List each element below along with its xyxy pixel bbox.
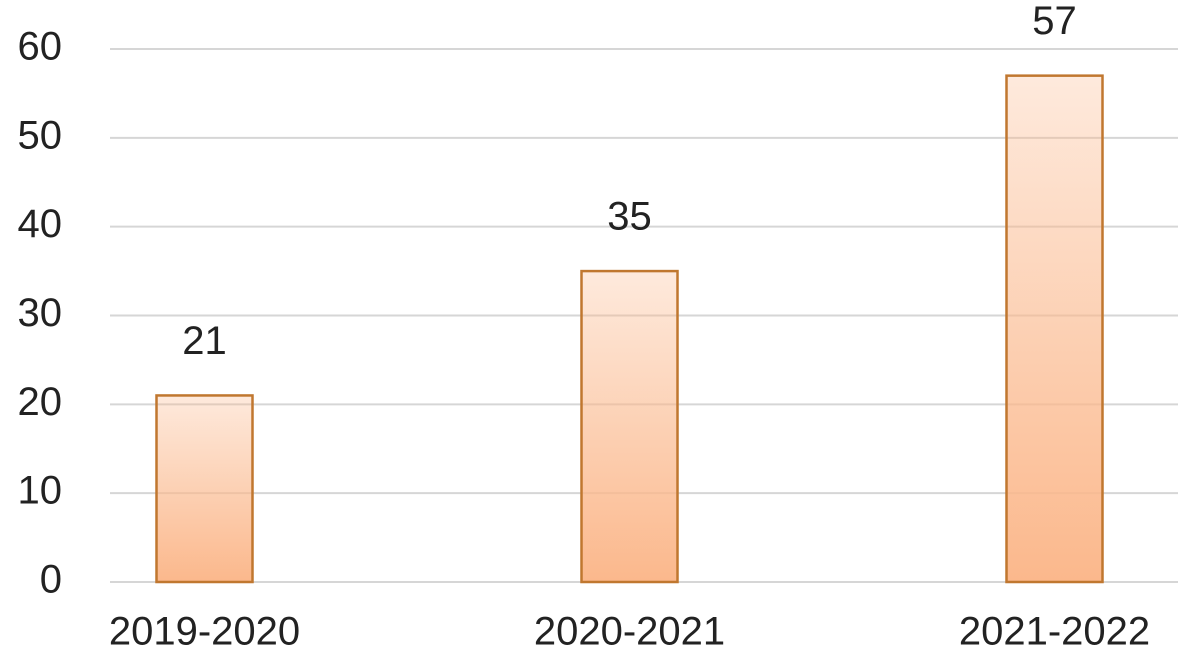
bar [580, 269, 679, 584]
x-tick-label: 2021-2022 [959, 610, 1150, 654]
x-tick-label: 2019-2020 [109, 610, 300, 654]
data-label: 21 [182, 319, 227, 363]
bar [1005, 74, 1104, 584]
y-tick-label: 10 [18, 469, 63, 513]
y-tick-label: 50 [18, 113, 63, 157]
bar [155, 394, 254, 584]
x-tick-label: 2020-2021 [534, 610, 725, 654]
y-tick-label: 20 [18, 380, 63, 424]
data-label: 35 [607, 195, 652, 239]
y-tick-label: 60 [18, 25, 63, 69]
y-tick-label: 0 [40, 558, 62, 602]
y-tick-label: 40 [18, 202, 63, 246]
data-label: 57 [1032, 0, 1077, 43]
y-tick-label: 30 [18, 291, 63, 335]
